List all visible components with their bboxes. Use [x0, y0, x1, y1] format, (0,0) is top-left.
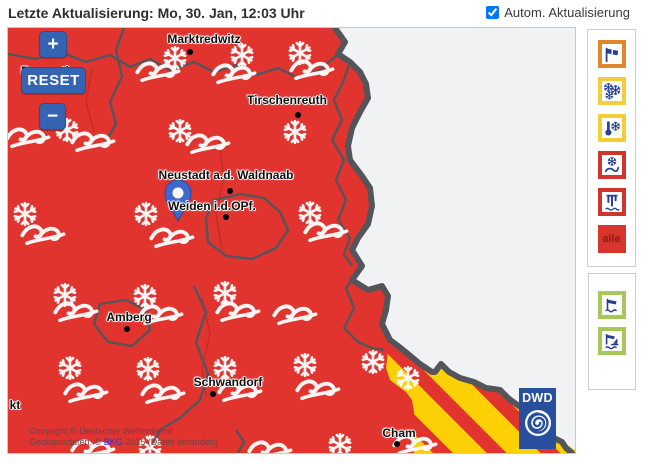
- lake-wind-warning-filter-button[interactable]: [598, 291, 626, 319]
- copyright-line1: Copyright © Deutscher Wetterdienst: [29, 426, 174, 436]
- snow-skid-icon: [604, 156, 619, 173]
- top-bar: Letzte Aktualisierung: Mo, 30. Jan, 12:0…: [0, 0, 649, 26]
- reset-button[interactable]: RESET: [21, 67, 86, 94]
- map-canvas[interactable]: BayreuthMarktredwitzTirschenreuthNeustad…: [7, 27, 576, 454]
- location-pin-marker[interactable]: [164, 179, 192, 223]
- last-update-text: Letzte Aktualisierung: Mo, 30. Jan, 12:0…: [8, 5, 305, 21]
- outside-area: [335, 28, 575, 453]
- auto-update-label: Autom. Aktualisierung: [504, 5, 630, 20]
- icicles-icon: [604, 194, 620, 211]
- lake-storm-warning-filter-button[interactable]: [598, 327, 626, 355]
- auto-update-toggle[interactable]: Autom. Aktualisierung: [486, 5, 630, 20]
- zoom-out-button[interactable]: −: [39, 103, 66, 130]
- windsock-icon: [605, 47, 618, 63]
- zoom-in-button[interactable]: +: [39, 31, 67, 58]
- frost-thermometer-icon: [604, 121, 621, 136]
- frost-warning-filter-button[interactable]: [597, 114, 626, 142]
- auto-update-checkbox[interactable]: [486, 6, 500, 19]
- bkg-link[interactable]: BKG: [103, 437, 123, 447]
- snow-warning-filter-button[interactable]: [597, 77, 626, 105]
- warning-subdivision-lines: [85, 67, 225, 397]
- slipperiness-warning-filter-button[interactable]: [597, 151, 626, 179]
- dwd-logo: DWD: [519, 388, 556, 449]
- dwd-logo-text: DWD: [522, 391, 553, 405]
- snowflakes-icon: [603, 82, 621, 100]
- windsock-sailboat-icon: [605, 333, 619, 350]
- lake-warning-legend: [588, 273, 636, 390]
- dwd-spiral-icon: [524, 410, 551, 436]
- copyright-line2: Geobasisdaten: © BKG 2015 (Daten verände…: [29, 437, 219, 447]
- all-warnings-filter-button[interactable]: alle: [597, 225, 626, 253]
- warning-map-svg: [8, 28, 575, 453]
- warning-type-legend: alle: [587, 29, 636, 267]
- thaw-warning-filter-button[interactable]: [597, 188, 626, 216]
- windsock-water-icon: [605, 298, 618, 313]
- wind-warning-filter-button[interactable]: [597, 40, 626, 68]
- map-copyright: Copyright © Deutscher Wetterdienst Geoba…: [29, 426, 218, 448]
